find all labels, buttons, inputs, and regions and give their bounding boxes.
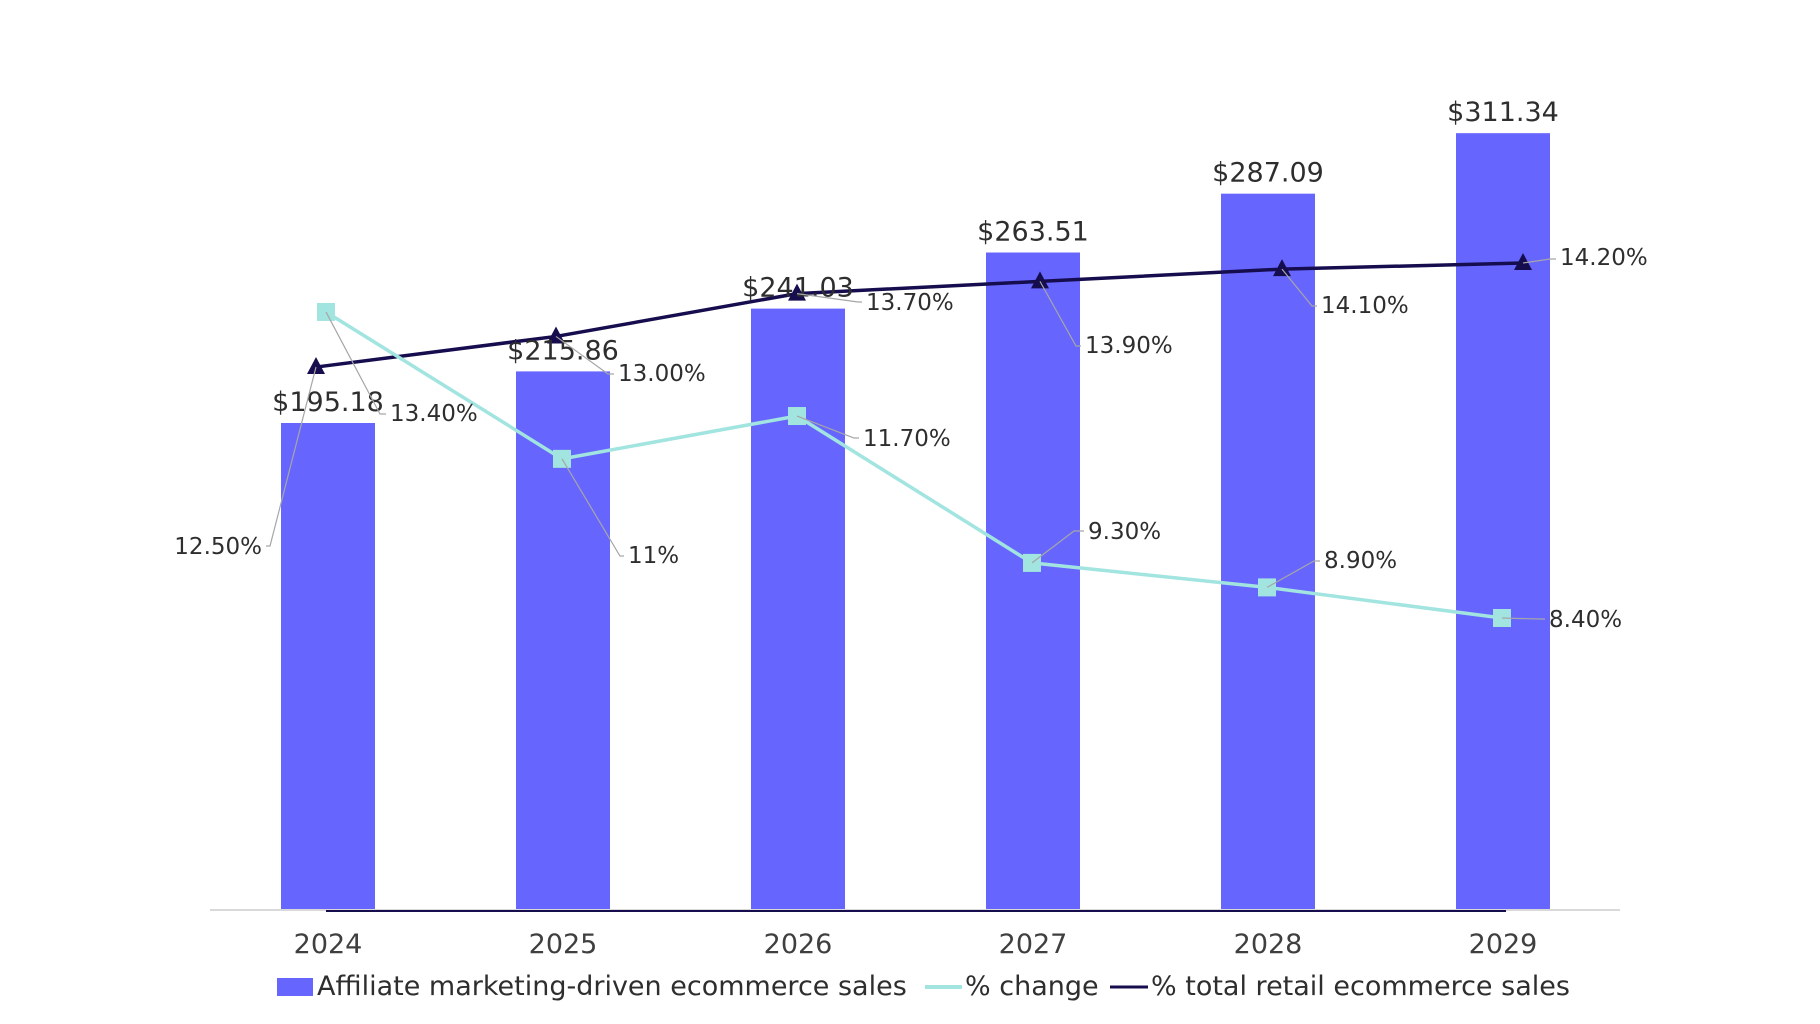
x-tick-label-2027: 2027	[999, 929, 1068, 960]
label-pct-total-2025-leader	[555, 335, 614, 375]
x-axis: 2024 2025 2026 2027 2028 2029	[294, 929, 1538, 960]
label-pct-change-2029-leader	[1501, 617, 1545, 620]
legend-swatch-affiliate-sales	[277, 978, 313, 996]
label-pct-change-2026: 11.70%	[863, 426, 951, 452]
label-pct-change-2027-leader	[1031, 530, 1084, 564]
label-pct-total-2028-leader	[1281, 268, 1317, 307]
label-pct-change-2027: 9.30%	[1088, 519, 1161, 545]
marker-pct-total-2024	[307, 357, 325, 375]
bars-layer	[281, 133, 1550, 911]
label-pct-total-2027: 13.90%	[1085, 333, 1173, 359]
label-pct-change-2024-group: 13.40%	[325, 311, 478, 427]
label-pct-total-2025: 13.00%	[618, 361, 706, 387]
label-pct-change-2027-group: 9.30%	[1031, 519, 1161, 564]
lines-layer	[307, 253, 1532, 627]
label-pct-change-2025-group: 11%	[561, 458, 679, 569]
bar-value-label-2028: $287.09	[1212, 158, 1324, 189]
legend: Affiliate marketing-driven ecommerce sal…	[277, 971, 1570, 1002]
label-pct-change-2026-leader	[796, 415, 859, 439]
label-pct-total-2028-group: 14.10%	[1281, 268, 1409, 319]
label-pct-change-2028-group: 8.90%	[1266, 548, 1397, 588]
label-pct-total-2027-leader	[1039, 281, 1081, 347]
bar-2026	[751, 308, 845, 911]
label-pct-change-2029-group: 8.40%	[1501, 607, 1622, 633]
label-pct-change-2025: 11%	[628, 543, 679, 569]
label-pct-change-2026-group: 11.70%	[796, 415, 951, 452]
marker-pct-total-2026	[788, 283, 806, 301]
bar-2029	[1456, 133, 1550, 910]
x-tick-label-2026: 2026	[764, 929, 833, 960]
legend-label-pct-total: % total retail ecommerce sales	[1151, 971, 1570, 1002]
marker-pct-total-2029	[1514, 253, 1532, 270]
label-pct-change-2029: 8.40%	[1549, 607, 1622, 633]
label-pct-change-2025-leader	[561, 458, 624, 557]
bar-2024	[281, 423, 375, 910]
label-pct-total-2024: 12.50%	[174, 534, 262, 560]
label-pct-total-2026-group: 13.70%	[796, 290, 954, 316]
label-pct-total-2025-group: 13.00%	[555, 335, 706, 387]
x-tick-label-2028: 2028	[1234, 929, 1303, 960]
bar-2028	[1221, 193, 1315, 910]
line-pct-change	[325, 310, 1503, 620]
label-pct-change-2028-leader	[1266, 560, 1320, 588]
label-pct-change-2028: 8.90%	[1324, 548, 1397, 574]
label-pct-total-2026-leader	[796, 293, 862, 303]
labels-layer: $195.18$215.86$241.03$263.51$287.09$311.…	[174, 97, 1647, 633]
bar-value-label-2029: $311.34	[1447, 97, 1559, 128]
line-pct-total-retail	[315, 261, 1524, 369]
label-pct-total-2026: 13.70%	[866, 290, 954, 316]
baseline-layer	[210, 909, 1620, 912]
label-pct-change-2024: 13.40%	[390, 401, 478, 427]
label-pct-total-2029: 14.20%	[1560, 245, 1648, 271]
bar-2027	[986, 252, 1080, 911]
bar-value-label-2024: $195.18	[272, 387, 384, 418]
x-tick-label-2029: 2029	[1469, 929, 1538, 960]
bar-value-label-2025: $215.86	[507, 335, 619, 366]
label-pct-change-2024-leader	[325, 311, 386, 415]
marker-pct-total-2027	[1031, 271, 1049, 289]
label-pct-total-2028: 14.10%	[1321, 293, 1409, 319]
x-tick-label-2025: 2025	[529, 929, 598, 960]
label-pct-total-2029-leader	[1522, 258, 1556, 264]
x-tick-label-2024: 2024	[294, 929, 363, 960]
label-pct-total-2027-group: 13.90%	[1039, 281, 1173, 359]
marker-pct-total-2028	[1273, 259, 1291, 277]
label-pct-total-2024-leader	[266, 366, 317, 547]
label-pct-total-2029-group: 14.20%	[1522, 245, 1648, 271]
label-pct-total-2024-group: 12.50%	[174, 366, 317, 560]
bar-value-label-2027: $263.51	[977, 217, 1089, 248]
legend-label-pct-change: % change	[965, 971, 1099, 1002]
legend-label-affiliate-sales: Affiliate marketing-driven ecommerce sal…	[317, 971, 907, 1002]
